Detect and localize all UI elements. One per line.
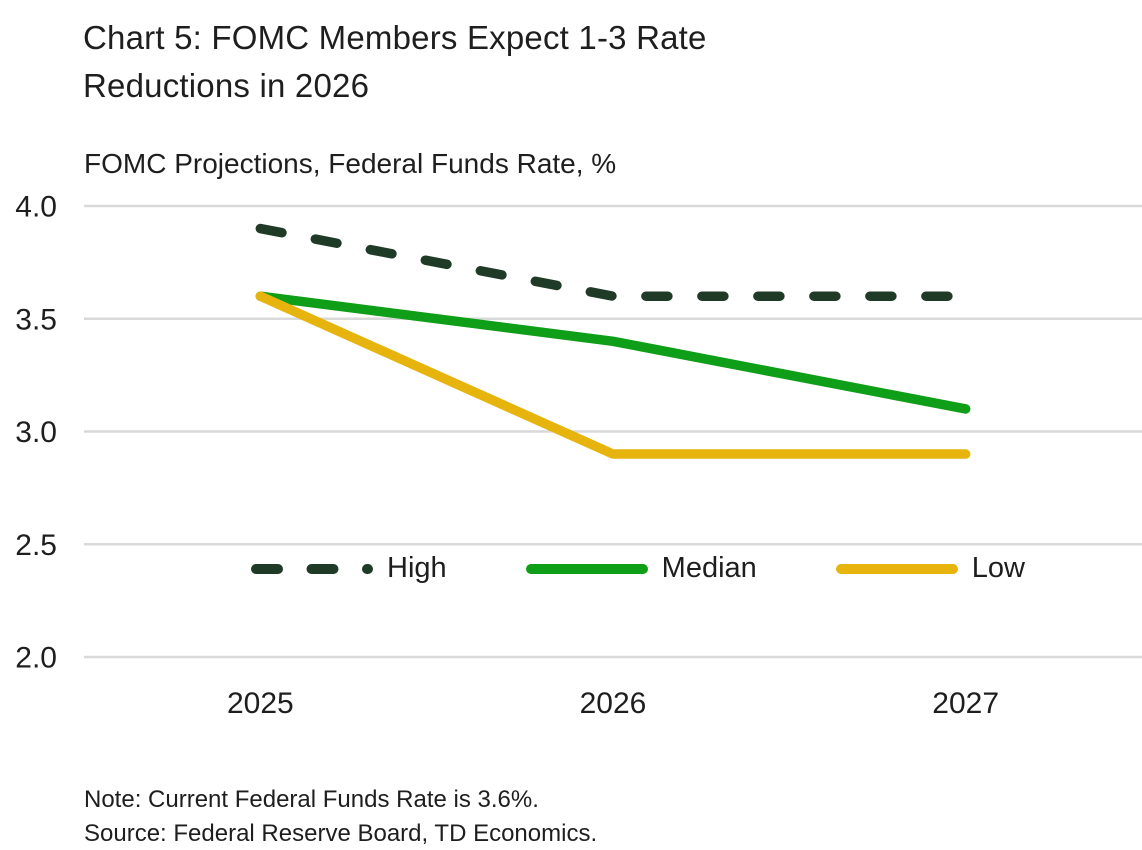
x-tick-label-2027: 2027	[932, 687, 999, 720]
legend-item-low: Low	[835, 552, 1025, 585]
axis-units-label: FOMC Projections, Federal Funds Rate, %	[84, 148, 617, 179]
legend-swatch-high-icon	[251, 563, 373, 574]
chart-legend: High Median Low	[250, 552, 1025, 585]
x-tick-label-2025: 2025	[227, 687, 294, 720]
legend-label-high: High	[387, 552, 447, 584]
legend-item-high: High	[250, 552, 447, 585]
chart-title-line2: Reductions in 2026	[83, 67, 370, 104]
x-tick-label-2026: 2026	[580, 687, 647, 720]
series-line-high	[255, 223, 971, 301]
y-tick-label-3.0: 3.0	[15, 416, 57, 449]
chart-title: Chart 5: FOMC Members Expect 1-3 Rate Re…	[83, 14, 707, 110]
legend-swatch-median-icon	[525, 563, 648, 574]
legend-label-median: Median	[661, 552, 757, 584]
chart-source: Source: Federal Reserve Board, TD Econom…	[84, 820, 598, 847]
series-line-median	[255, 291, 971, 414]
legend-swatch-low-icon	[835, 563, 958, 574]
chart-title-line1: Chart 5: FOMC Members Expect 1-3 Rate	[83, 19, 707, 56]
y-tick-label-3.5: 3.5	[15, 303, 57, 336]
y-tick-label-4.0: 4.0	[15, 191, 57, 224]
y-tick-label-2.0: 2.0	[15, 642, 57, 675]
legend-label-low: Low	[971, 552, 1025, 584]
legend-item-median: Median	[525, 552, 757, 585]
series-line-low	[255, 291, 971, 459]
chart-note: Note: Current Federal Funds Rate is 3.6%…	[84, 786, 539, 813]
y-tick-label-2.5: 2.5	[15, 529, 57, 562]
